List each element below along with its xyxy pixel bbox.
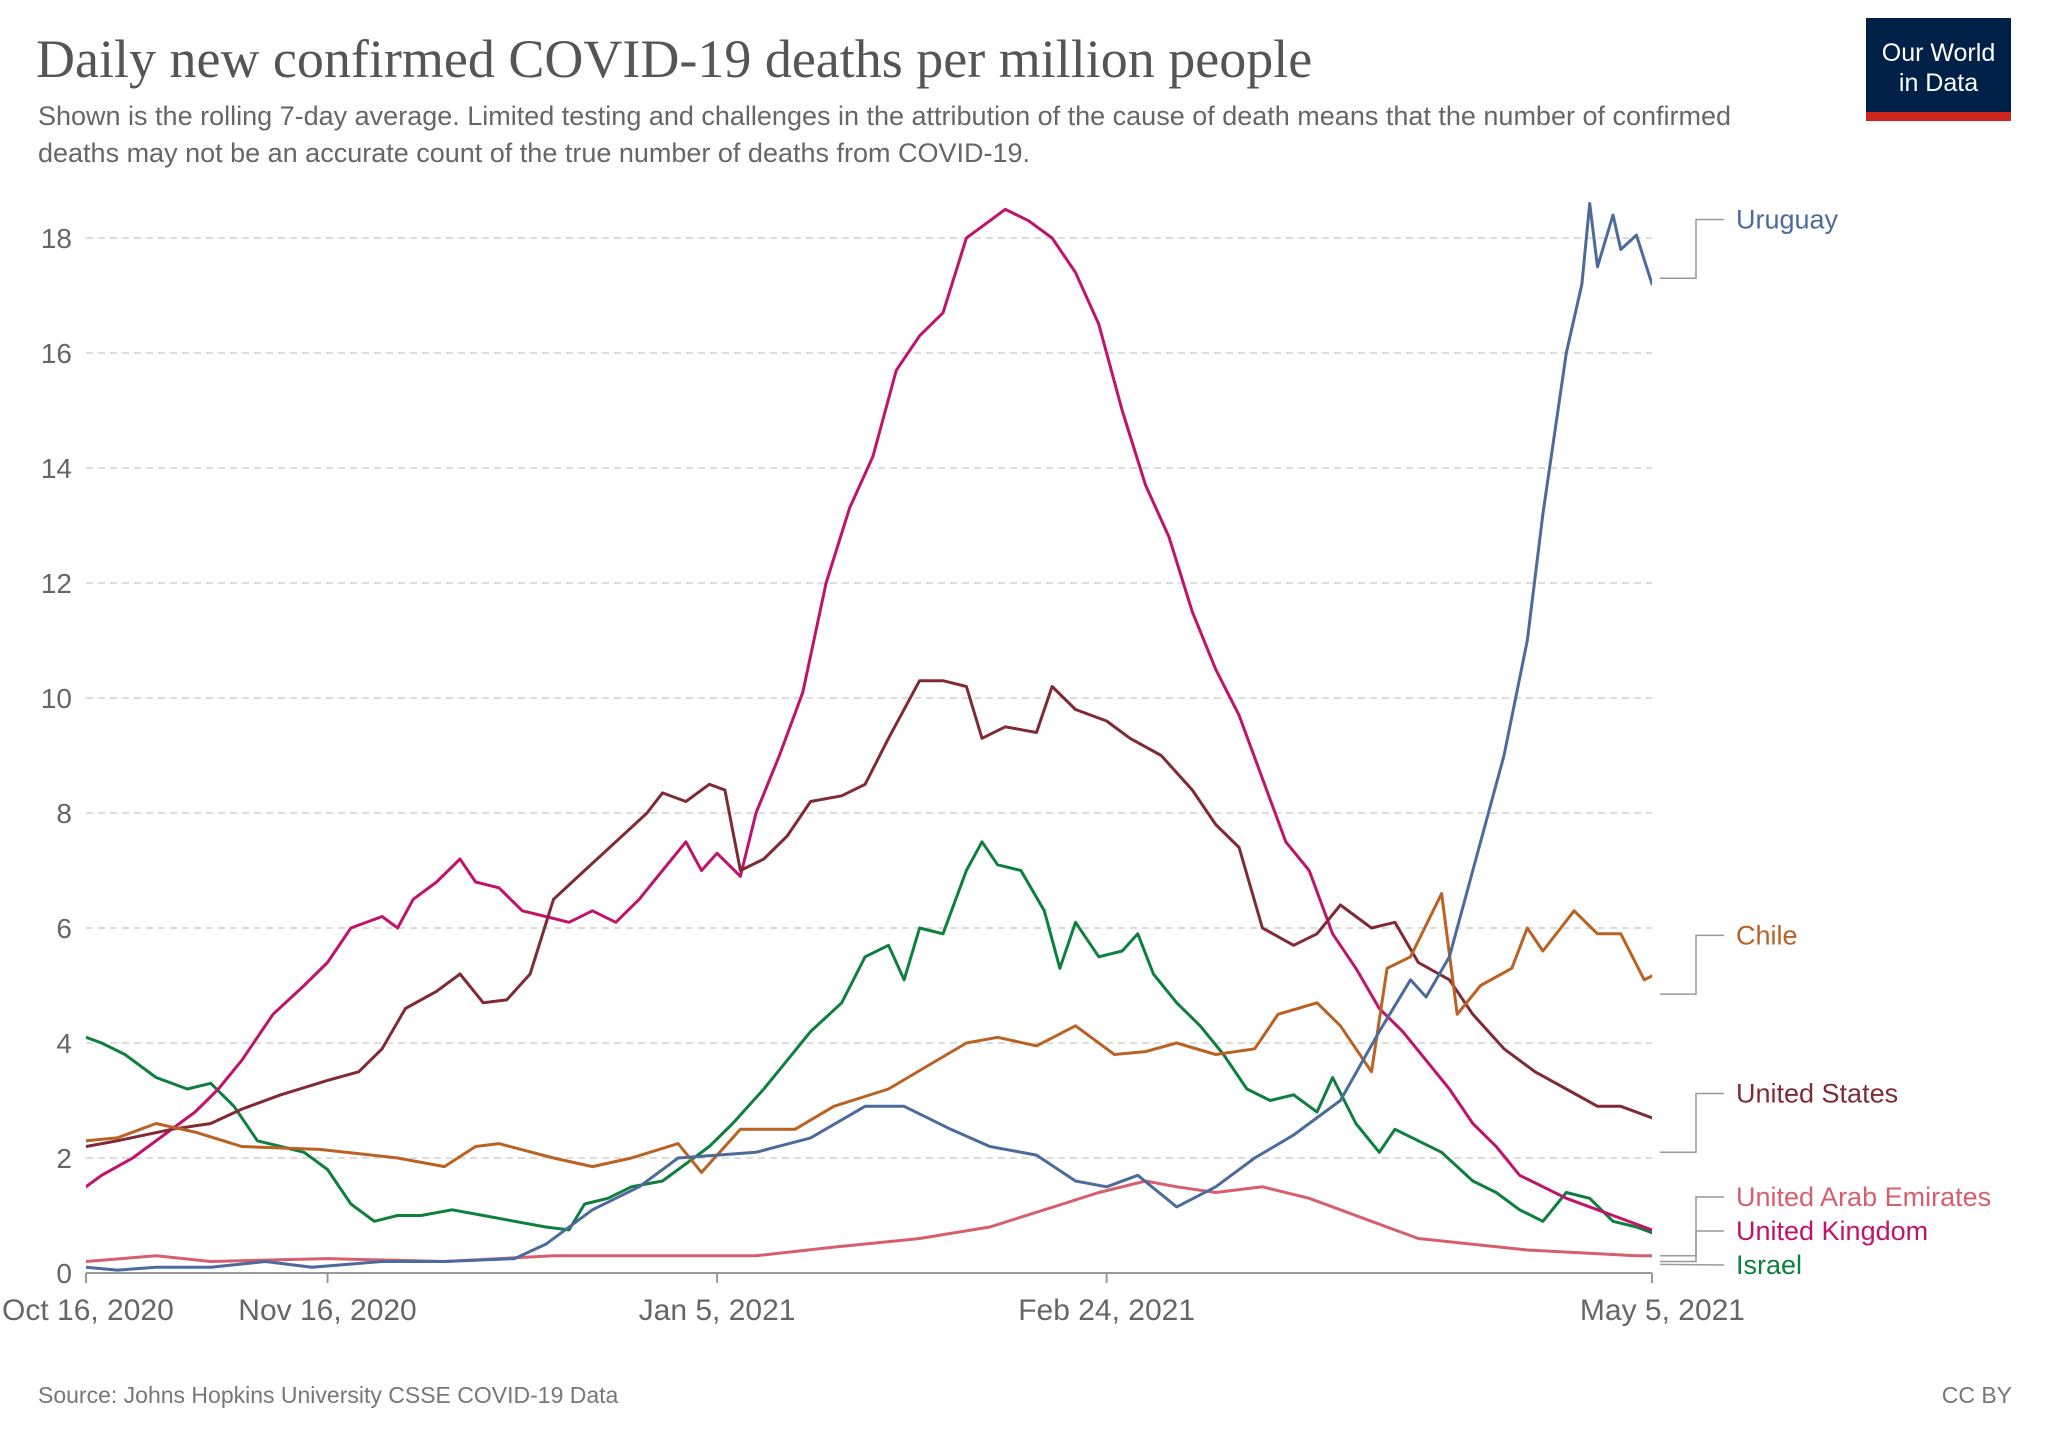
series-label[interactable]: Chile [1736,920,1798,950]
series-line[interactable] [86,679,1933,1158]
label-leader-line [1660,934,1724,995]
label-leader-line [1660,1230,1724,1263]
series-label[interactable]: United Arab Emirates [1736,1182,1991,1212]
license-link[interactable]: CC BY [1941,1382,2012,1408]
series-line[interactable] [86,1179,1738,1263]
series-line[interactable] [86,202,1738,1272]
label-leader-line [1660,218,1724,280]
series-line[interactable] [86,207,1738,1261]
series-label[interactable]: United States [1736,1079,1898,1109]
axes: 0 2 4 6 8 10 12 14 16 18 Oct 16, 2020 Nov 16, 2020 J… [2,223,1745,1327]
x-tick-label: Feb 24, 2021 [1018,1294,1195,1327]
owid-logo[interactable]: Our World in Data [1866,18,2011,121]
y-tick-label: 10 [41,683,72,714]
series-lines [86,202,1933,1272]
y-tick-label: 2 [56,1143,72,1174]
y-tick-label: 8 [56,798,72,829]
y-tick-label: 4 [56,1028,72,1059]
label-leader-line [1659,1263,1725,1266]
y-tick-label: 18 [41,223,72,254]
source-note: Source: Johns Hopkins University CSSE CO… [38,1382,619,1408]
y-tick-label: 0 [56,1258,72,1289]
label-leader-line [1660,1196,1724,1257]
chart-title: Daily new confirmed COVID-19 deaths per … [36,29,1313,89]
series-line[interactable] [86,892,1738,1174]
y-tick-label: 16 [41,338,72,369]
x-tick-label: Jan 5, 2021 [639,1294,796,1327]
x-tick-label: Oct 16, 2020 [2,1294,174,1327]
logo-line-2: in Data [1898,69,1979,97]
series-labels: Uruguay Chile United States United Arab Emi… [1659,205,1991,1280]
label-leader-line [1660,1092,1724,1154]
y-tick-label: 14 [41,453,72,484]
x-tick-label: Nov 16, 2020 [238,1294,416,1327]
series-label[interactable]: United Kingdom [1736,1216,1928,1246]
series-line[interactable] [86,840,1738,1265]
series-label[interactable]: Israel [1736,1250,1802,1280]
grid [86,237,1652,1159]
x-tick-label: May 5, 2021 [1580,1294,1745,1327]
logo-line-1: Our World [1881,39,1996,67]
series-label[interactable]: Uruguay [1736,205,1839,235]
y-tick-label: 6 [56,913,72,944]
y-tick-label: 12 [41,568,72,599]
chart-subtitle: Shown is the rolling 7-day average. Limi… [38,101,1732,168]
